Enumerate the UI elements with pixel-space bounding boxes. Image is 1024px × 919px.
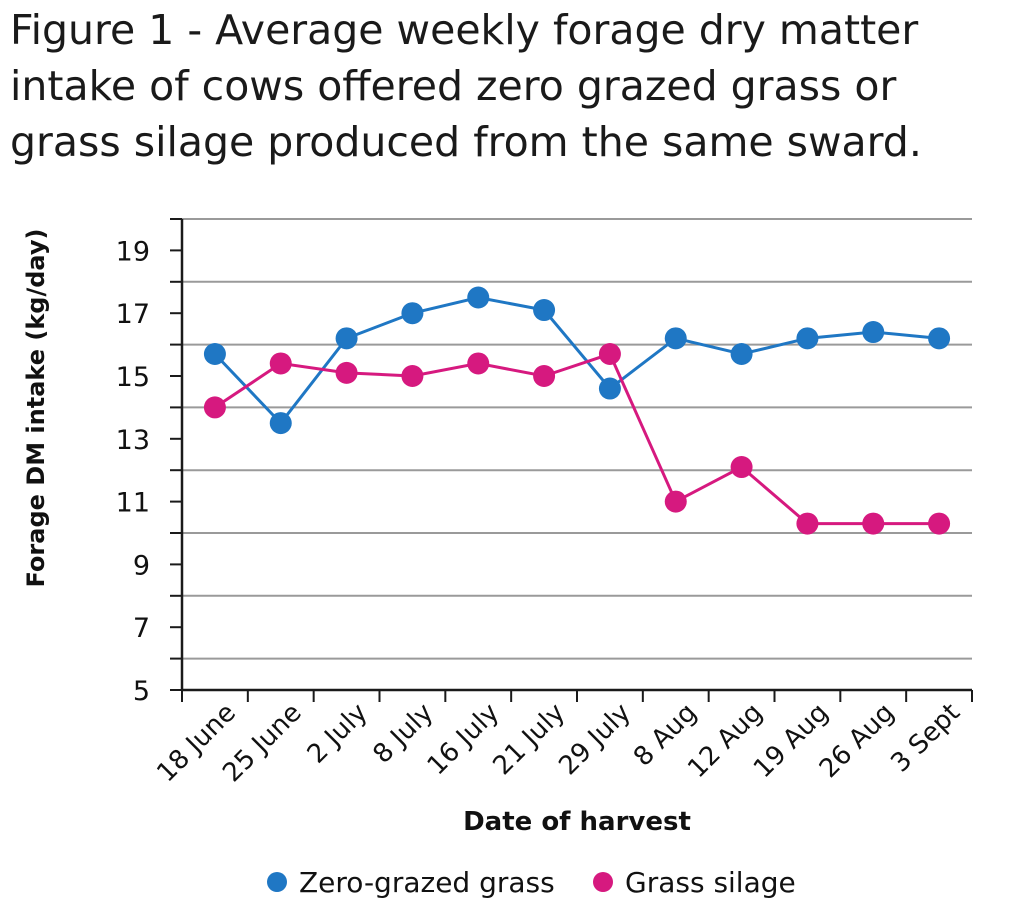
y-tick-label: 11 <box>116 488 150 519</box>
data-point <box>796 512 819 535</box>
data-point <box>467 286 490 309</box>
data-point <box>928 512 951 535</box>
data-point <box>203 396 226 419</box>
data-point <box>598 343 621 366</box>
y-tick-label: 17 <box>116 299 150 330</box>
data-point <box>598 377 621 400</box>
y-tick-label: 19 <box>116 236 150 267</box>
data-point <box>401 365 424 387</box>
data-point <box>269 412 292 435</box>
data-point <box>664 327 687 350</box>
data-point <box>796 327 819 350</box>
series-0 <box>203 286 951 435</box>
data-point <box>730 456 753 479</box>
y-tick-label: 15 <box>116 362 150 393</box>
data-point <box>862 512 885 535</box>
x-tick-label: 21 July <box>488 698 572 782</box>
legend-marker <box>593 872 613 892</box>
legend-label: Grass silage <box>625 866 796 899</box>
x-axis-title: Date of harvest <box>463 807 691 837</box>
legend-marker <box>267 872 287 892</box>
y-tick-label: 9 <box>133 550 150 581</box>
data-point <box>203 343 226 366</box>
y-axis-title: Forage DM intake (kg/day) <box>22 229 50 588</box>
series-1 <box>203 343 951 535</box>
figure-title: Figure 1 - Average weekly forage dry mat… <box>10 6 922 166</box>
axes <box>170 218 973 702</box>
legend: Zero-grazed grass Grass silage <box>267 866 796 899</box>
series-line <box>213 295 940 426</box>
data-point <box>335 327 358 350</box>
data-point <box>467 352 490 375</box>
series-lines <box>203 286 951 535</box>
y-tick-label: 5 <box>133 676 150 707</box>
data-point <box>533 365 556 387</box>
data-point <box>862 321 885 344</box>
x-tick-label: 26 Aug <box>814 698 900 784</box>
legend-label: Zero-grazed grass <box>299 866 555 899</box>
data-point <box>730 343 753 366</box>
x-tick-label: 2 July <box>302 698 374 770</box>
data-point <box>664 490 687 513</box>
data-point <box>401 302 424 325</box>
gridlines <box>182 218 972 660</box>
data-point <box>269 352 292 375</box>
data-point <box>335 361 358 384</box>
y-tick-label: 7 <box>133 613 150 644</box>
series-line <box>214 352 940 526</box>
y-tick-label: 13 <box>116 425 150 456</box>
x-tick-label: 29 July <box>553 698 637 782</box>
data-point <box>533 299 556 322</box>
data-point <box>928 327 951 350</box>
x-tick-label: 3 Sept <box>885 698 966 779</box>
x-tick-label: 16 July <box>422 698 506 782</box>
